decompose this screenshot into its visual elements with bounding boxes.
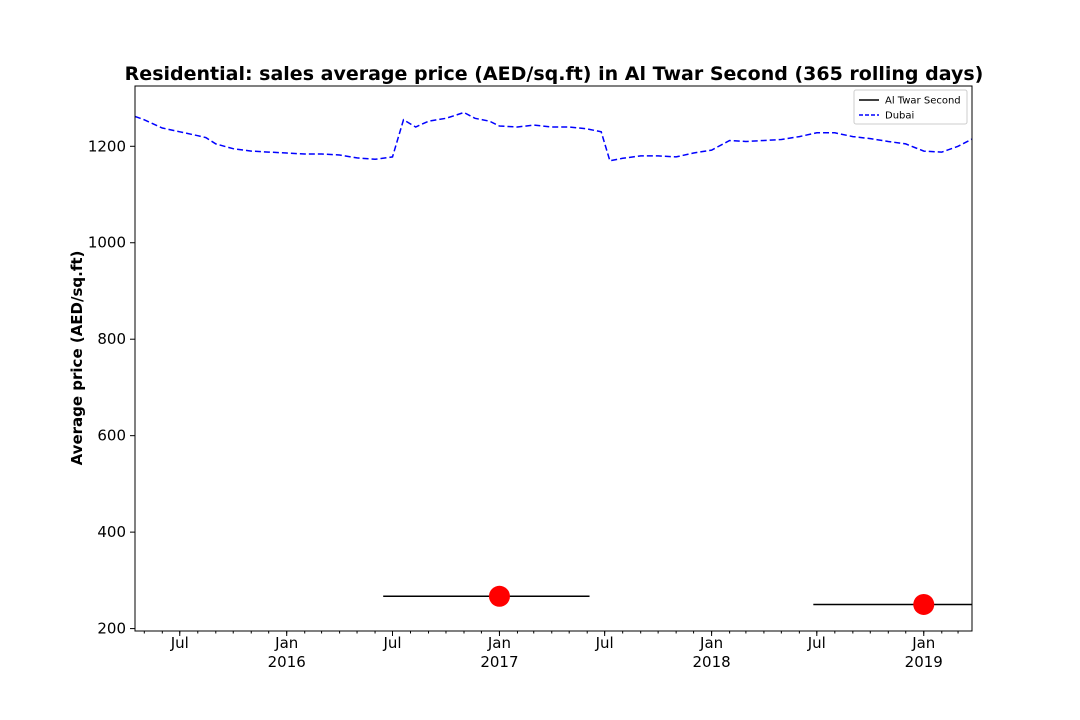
legend-label: Dubai (885, 111, 914, 122)
series-marker-al-twar-second (913, 593, 935, 615)
legend-box (853, 89, 968, 125)
y-tick-label: 400 (97, 523, 126, 541)
legend: Al Twar Second Dubai (853, 89, 968, 125)
y-tick-label: 600 (97, 427, 126, 445)
x-tick-year-label: 2018 (693, 653, 731, 671)
y-tick-label: 1200 (88, 137, 126, 155)
x-tick-label: Jan (699, 634, 723, 652)
series-marker-al-twar-second (488, 585, 510, 607)
plot-area (135, 111, 972, 615)
x-tick-year-label: 2019 (905, 653, 943, 671)
y-tick-label: 200 (97, 620, 126, 638)
x-tick-year-label: 2016 (268, 653, 306, 671)
x-tick-label: Jul (382, 634, 401, 652)
y-tick-label: 1000 (88, 234, 126, 252)
x-tick-year-label: 2017 (480, 653, 518, 671)
legend-label: Al Twar Second (885, 96, 961, 107)
x-tick-label: Jul (595, 634, 614, 652)
series-line-dubai (135, 111, 972, 162)
y-axis-label: Average price (AED/sq.ft) (68, 251, 86, 466)
x-tick-label: Jan (911, 634, 935, 652)
x-tick-label: Jul (170, 634, 189, 652)
plot-series-group (135, 111, 972, 615)
chart-title: Residential: sales average price (AED/sq… (125, 63, 984, 85)
x-tick-label: Jan (487, 634, 511, 652)
x-tick-label: Jul (807, 634, 826, 652)
plot-frame (134, 85, 973, 632)
y-tick-label: 800 (97, 330, 126, 348)
x-tick-label: Jan (274, 634, 298, 652)
